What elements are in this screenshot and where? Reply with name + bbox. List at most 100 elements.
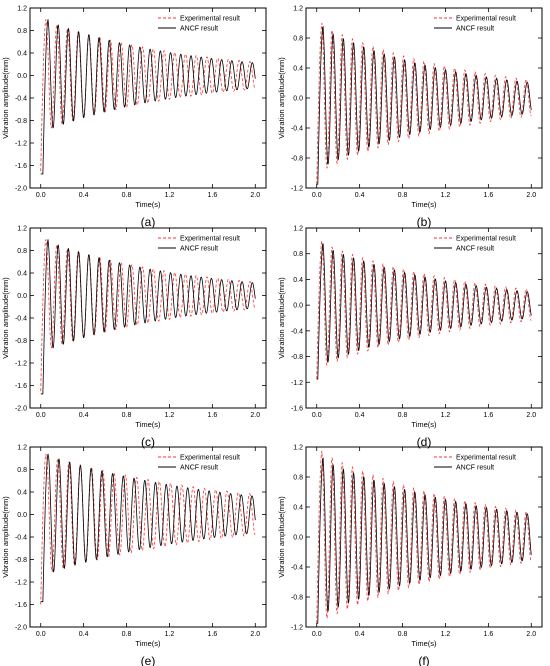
x-tick-label: 1.6 (483, 631, 493, 638)
panel-label: (b) (417, 215, 432, 229)
y-axis-label: Vibration amplitude(mm) (1, 277, 10, 359)
x-tick-label: 0.4 (79, 192, 89, 199)
y-tick-label: 0.4 (17, 51, 27, 58)
y-axis-label: Vibration amplitude(mm) (1, 496, 10, 578)
y-tick-label: 0.8 (293, 251, 303, 258)
chart-panel-2: -1.2 -0.8 -0.4 0.0 0.4 0.8 1.2 0.0 0.4 0.8 1.2 1.6 2… (277, 6, 543, 229)
y-tick-label: 1.2 (17, 226, 27, 233)
y-tick-label: 0.4 (293, 66, 303, 73)
x-tick-label: 0.4 (355, 412, 365, 419)
x-tick-label: 0.4 (79, 412, 89, 419)
x-axis-label: Time(s) (135, 639, 161, 648)
x-tick-label: 1.2 (441, 412, 451, 419)
x-tick-label: 0.8 (398, 412, 408, 419)
legend: Experimental result ANCF result (434, 16, 516, 33)
legend: Experimental result ANCF result (158, 16, 240, 33)
x-tick-label: 0.0 (312, 631, 322, 638)
y-tick-label: -0.4 (15, 535, 27, 542)
y-tick-label: -1.6 (15, 602, 27, 609)
x-tick-label: 2.0 (526, 192, 536, 199)
panel-label: (c) (141, 435, 155, 449)
y-tick-label: 0.0 (17, 293, 27, 300)
y-tick-label: -0.4 (15, 316, 27, 323)
y-tick-label: -0.8 (291, 354, 303, 361)
y-tick-label: 1.2 (293, 6, 303, 13)
x-tick-label: 1.6 (483, 412, 493, 419)
y-axis-label: Vibration amplitude(mm) (1, 57, 10, 139)
y-tick-label: -0.8 (15, 338, 27, 345)
series-line-ancf (40, 453, 256, 603)
legend-label: Experimental result (180, 236, 240, 243)
x-tick-label: 0.8 (398, 631, 408, 638)
legend-label: ANCF result (180, 26, 218, 33)
y-tick-label: 0.4 (17, 271, 27, 278)
y-axis-label: Vibration amplitude(mm) (277, 277, 286, 359)
panel-label: (a) (141, 215, 156, 229)
y-tick-label: 0.0 (293, 303, 303, 310)
series-line-ancf (40, 19, 256, 175)
legend-label: ANCF result (180, 246, 218, 253)
x-tick-label: 1.6 (483, 192, 493, 199)
x-tick-label: 1.6 (207, 412, 217, 419)
y-tick-label: -1.2 (291, 380, 303, 387)
chart-panel-5: -2.0 -1.6 -1.2 -0.8 -0.4 0.0 0.4 0.8 1.2 0.0 0.4 0.… (1, 445, 267, 666)
y-tick-label: 0.4 (293, 277, 303, 284)
x-tick-label: 0.0 (312, 192, 322, 199)
x-tick-label: 1.2 (165, 412, 175, 419)
x-tick-label: 1.2 (441, 192, 451, 199)
x-tick-label: 0.8 (122, 412, 132, 419)
plot-frame (305, 227, 543, 409)
legend: Experimental result ANCF result (158, 455, 240, 472)
series-line-ancf (316, 25, 532, 185)
y-tick-label: 0.8 (293, 36, 303, 43)
y-tick-label: 0.0 (17, 73, 27, 80)
y-tick-label: 0.0 (293, 535, 303, 542)
y-tick-label: -1.2 (15, 141, 27, 148)
y-tick-label: 0.0 (17, 512, 27, 519)
x-tick-label: 0.0 (312, 412, 322, 419)
series-line-ancf (316, 457, 532, 624)
legend-label: ANCF result (456, 26, 494, 33)
y-tick-label: -2.0 (15, 625, 27, 632)
x-tick-label: 2.0 (250, 192, 260, 199)
chart-panel-1: -2.0 -1.6 -1.2 -0.8 -0.4 0.0 0.4 0.8 1.2 0.0 0.4 0.… (1, 6, 267, 229)
chart-panel-4: -1.6 -1.2 -0.8 -0.4 0.0 0.4 0.8 1.2 0.0 0.4 0.8 1.2… (277, 226, 543, 449)
x-tick-label: 1.2 (441, 631, 451, 638)
y-tick-label: -0.4 (291, 565, 303, 572)
y-tick-label: -1.2 (15, 361, 27, 368)
legend-label: Experimental result (180, 16, 240, 23)
y-tick-label: -1.6 (15, 383, 27, 390)
y-tick-label: -1.2 (291, 186, 303, 193)
x-tick-label: 0.8 (398, 192, 408, 199)
y-axis-label: Vibration amplitude(mm) (277, 57, 286, 139)
y-tick-label: 0.4 (17, 490, 27, 497)
x-tick-label: 0.0 (36, 631, 46, 638)
legend: Experimental result ANCF result (158, 236, 240, 253)
x-tick-label: 0.4 (355, 631, 365, 638)
series-line-experimental (316, 450, 532, 624)
y-tick-label: 1.2 (17, 6, 27, 13)
x-tick-label: 2.0 (526, 631, 536, 638)
y-tick-label: -0.8 (291, 156, 303, 163)
y-tick-label: -2.0 (15, 406, 27, 413)
y-tick-label: 0.8 (17, 28, 27, 35)
y-tick-label: 1.2 (293, 445, 303, 452)
y-tick-label: -2.0 (15, 186, 27, 193)
x-tick-label: 0.0 (36, 192, 46, 199)
series-line-ancf (316, 243, 532, 380)
x-tick-label: 0.0 (36, 412, 46, 419)
x-tick-label: 2.0 (526, 412, 536, 419)
y-tick-label: -0.4 (291, 328, 303, 335)
panel-label: (e) (141, 654, 156, 666)
x-tick-label: 0.4 (355, 192, 365, 199)
x-tick-label: 0.8 (122, 631, 132, 638)
y-tick-label: -0.8 (15, 118, 27, 125)
y-tick-label: -1.2 (15, 580, 27, 587)
y-axis-label: Vibration amplitude(mm) (277, 496, 286, 578)
x-axis-label: Time(s) (135, 420, 161, 429)
legend-label: Experimental result (456, 16, 516, 23)
series-line-ancf (40, 239, 256, 395)
y-tick-label: 0.8 (17, 467, 27, 474)
legend-label: Experimental result (456, 455, 516, 462)
y-tick-label: -1.6 (15, 163, 27, 170)
